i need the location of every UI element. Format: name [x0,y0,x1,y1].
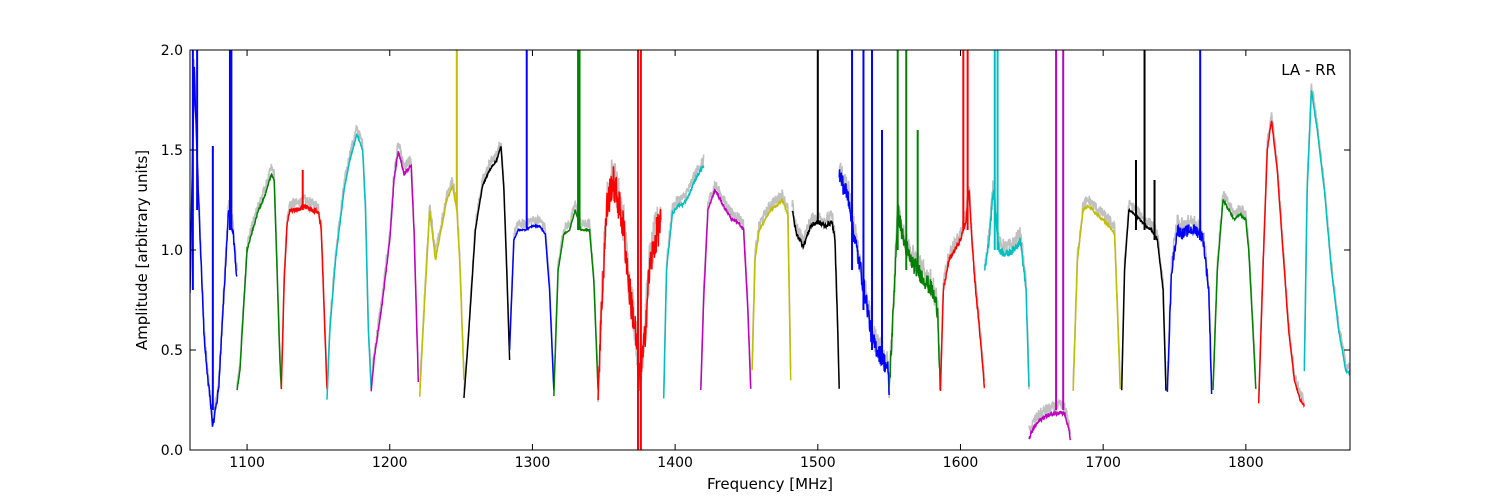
x-tick-label: 1600 [943,455,979,471]
band-trace-11 [700,188,752,391]
plot-area [190,50,1350,450]
band-trace-17 [983,189,1030,387]
x-tick-label: 1500 [800,455,836,471]
band-trace-12 [751,198,792,381]
x-tick-label: 1700 [1085,455,1121,471]
y-tick-label: 0.5 [161,343,183,359]
background-trace-21 [1166,214,1213,384]
legend-label: LA - RR [1281,61,1336,79]
band-trace-24 [1303,90,1350,377]
background-trace-4 [370,142,420,390]
band-trace-23 [1257,120,1306,409]
band-trace-3 [326,133,372,400]
x-tick-label: 1400 [657,455,693,471]
band-trace-22 [1212,198,1257,390]
y-axis-label: Amplitude [arbitrary units] [133,150,151,350]
band-trace-7 [508,223,555,391]
band-trace-6 [463,146,511,398]
x-tick-label: 1100 [229,455,265,471]
band-trace-8 [553,209,599,397]
background-trace-13 [791,199,840,385]
band-trace-18 [1028,409,1072,441]
y-tick-label: 1.5 [161,143,183,159]
x-tick-label: 1800 [1228,455,1264,471]
tick-layer: 1100 1200 1300 1400 1500 1600 1700 1800 0.0 0.5 1.… [161,43,1350,471]
band-trace-10 [662,164,705,399]
band-trace-1 [236,172,283,391]
x-axis-label: Frequency [MHz] [707,475,833,493]
band-trace-21 [1166,223,1213,395]
y-tick-label: 0.0 [161,443,183,459]
x-tick-label: 1200 [372,455,408,471]
y-tick-label: 1.0 [161,243,183,259]
x-tick-label: 1300 [515,455,551,471]
spike-layer [191,50,1202,450]
band-trace-4 [370,151,420,392]
band-trace-13 [791,210,840,389]
band-trace-9 [597,166,662,401]
band-trace-2 [280,203,328,390]
band-trace-16 [939,190,986,392]
band-trace-19 [1072,203,1122,391]
y-tick-label: 2.0 [161,43,183,59]
